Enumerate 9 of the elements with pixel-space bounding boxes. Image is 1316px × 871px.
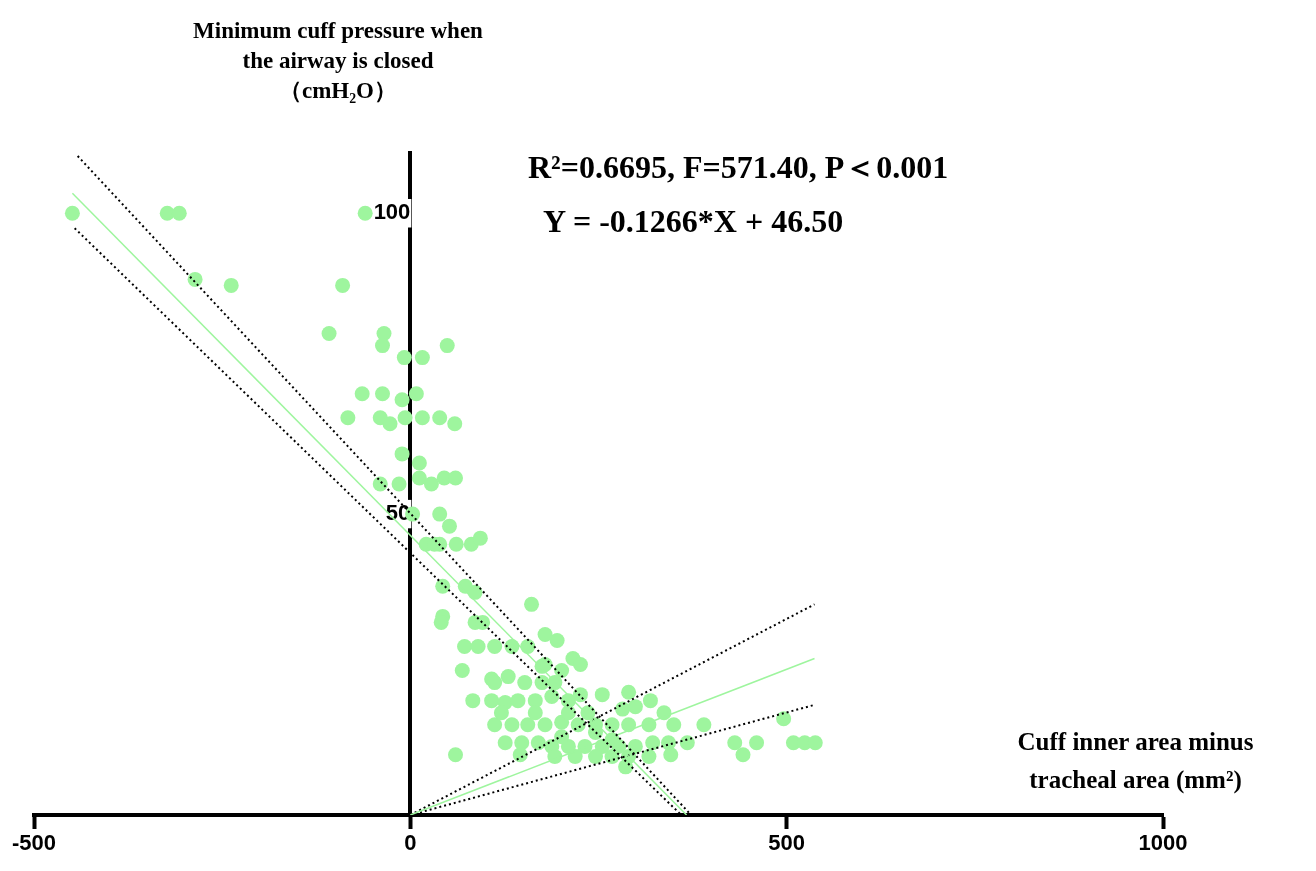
x-axis-title: Cuff inner area minus tracheal area (mm²) — [1016, 727, 1255, 796]
annotation: Y = -0.1266*X + 46.50 — [543, 203, 844, 240]
x-tick-label: -500 — [11, 830, 57, 856]
y-axis-title: Minimum cuff pressure when the airway is closed （cmH₂O） — [192, 17, 484, 105]
y-tick-label: 100 — [373, 199, 411, 225]
x-tick-label: 500 — [768, 830, 806, 856]
annotation: R²=0.6695, F=571.40, P＜0.001 — [528, 148, 949, 187]
x-tick-label: 1000 — [1138, 830, 1188, 856]
x-tick-label: 0 — [404, 830, 417, 856]
